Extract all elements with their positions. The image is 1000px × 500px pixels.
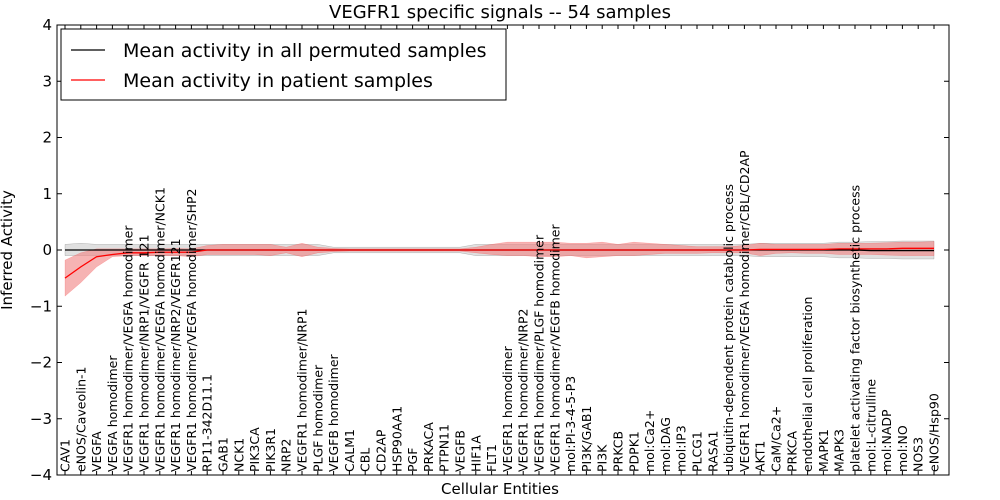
x-tick-label: VEGFR1 homodimer/VEGFA homodimer bbox=[121, 225, 136, 472]
x-tick-label: ubiquitin-dependent protein catabolic pr… bbox=[721, 184, 736, 472]
x-tick-label: PTPN11 bbox=[437, 424, 452, 472]
x-tick-label: PRKCA bbox=[784, 431, 799, 472]
x-tick-label: MAPK1 bbox=[816, 429, 831, 472]
x-tick-label: mol:L-citrulline bbox=[863, 379, 878, 472]
y-tick-label: −3 bbox=[30, 410, 52, 428]
x-tick-label: FLT1 bbox=[484, 444, 499, 472]
x-tick-label: VEGFR1 homodimer bbox=[500, 345, 515, 472]
x-tick-label: PI3K/GAB1 bbox=[579, 406, 594, 472]
y-tick-label: 4 bbox=[42, 16, 52, 34]
x-tick-label: PIK3CA bbox=[247, 427, 262, 472]
x-tick-label: VEGFR1 homodimer/NRP2 bbox=[516, 309, 531, 472]
x-tick-label: PIK3R1 bbox=[263, 428, 278, 472]
x-tick-label: mol:NADP bbox=[879, 409, 894, 472]
series-1-band bbox=[64, 241, 935, 297]
x-tick-label: NOS3 bbox=[911, 437, 926, 472]
x-tick-label: PI3K bbox=[595, 444, 610, 472]
x-tick-label: NRP2 bbox=[279, 438, 294, 472]
chart-title: VEGFR1 specific signals -- 54 samples bbox=[329, 2, 671, 23]
x-tick-label: MAPK3 bbox=[832, 429, 847, 472]
legend-label-patient: Mean activity in patient samples bbox=[123, 70, 433, 92]
x-tick-label: HSP90AA1 bbox=[389, 406, 404, 472]
x-tick-label: VEGFB bbox=[453, 430, 468, 472]
x-tick-label: PDPK1 bbox=[626, 431, 641, 472]
x-tick-label: VEGFR1 homodimer/NRP2/VEGFR121 bbox=[168, 238, 183, 472]
x-tick-label: HIF1A bbox=[468, 435, 483, 472]
series-1-line bbox=[64, 247, 934, 279]
x-tick-label: VEGFR1 homodimer/NRP1/VEGFR 121 bbox=[137, 234, 152, 472]
x-tick-label: eNOS/Caveolin-1 bbox=[73, 367, 88, 472]
y-tick-label: −4 bbox=[30, 466, 52, 484]
legend: Mean activity in all permuted samples Me… bbox=[60, 28, 507, 101]
x-tick-label: mol:IP3 bbox=[674, 425, 689, 472]
x-tick-label: GAB1 bbox=[216, 437, 231, 472]
x-tick-label: mol:NO bbox=[895, 425, 910, 472]
y-axis-label: Inferred Activity bbox=[0, 190, 16, 310]
y-tick-label: −2 bbox=[30, 354, 52, 372]
x-tick-label: VEGFA homodimer bbox=[105, 355, 120, 472]
x-tick-label: RP11-342D11.1 bbox=[200, 374, 215, 472]
legend-label-permuted: Mean activity in all permuted samples bbox=[123, 40, 486, 62]
y-tick-label: 3 bbox=[42, 72, 52, 90]
y-axis: −4 −3 −2 −1 0 1 2 3 4 bbox=[30, 16, 949, 484]
x-tick-label: platelet activating factor biosynthetic … bbox=[848, 185, 863, 472]
x-tick-label: CaM/Ca2+ bbox=[769, 406, 784, 472]
x-tick-label: endothelial cell proliferation bbox=[800, 297, 815, 472]
x-tick-label: PRKCB bbox=[611, 431, 626, 472]
x-tick-label: PRKACA bbox=[421, 422, 436, 472]
x-tick-label: VEGFR1 homodimer/PLGF homodimer bbox=[532, 234, 547, 472]
x-tick-label: VEGFB homodimer bbox=[326, 353, 341, 472]
series-lines bbox=[64, 247, 934, 279]
y-tick-label: 0 bbox=[42, 241, 52, 259]
x-tick-label: AKT1 bbox=[753, 441, 768, 472]
x-tick-label: VEGFR1 homodimer/VEGFB homodimer bbox=[547, 224, 562, 472]
legend-box bbox=[60, 28, 507, 101]
x-tick-label: VEGFA bbox=[89, 431, 104, 472]
x-tick-label: PGF bbox=[405, 448, 420, 472]
x-tick-label: CAV1 bbox=[58, 439, 73, 472]
x-tick-label: eNOS/Hsp90 bbox=[927, 393, 942, 472]
x-tick-label: mol:Ca2+ bbox=[642, 410, 657, 472]
y-tick-label: 2 bbox=[42, 129, 52, 147]
x-tick-label: CBL bbox=[358, 448, 373, 472]
x-tick-label: PLCG1 bbox=[690, 431, 705, 472]
x-tick-label: RASA1 bbox=[705, 431, 720, 472]
x-tick-label: NCK1 bbox=[231, 438, 246, 472]
x-tick-label: CALM1 bbox=[342, 429, 357, 472]
x-tick-label: PLGF homodimer bbox=[310, 364, 325, 472]
y-tick-label: −1 bbox=[30, 297, 52, 315]
x-tick-label: VEGFR1 homodimer/NRP1 bbox=[295, 309, 310, 472]
y-tick-label: 1 bbox=[42, 185, 52, 203]
x-axis: CAV1 eNOS/Caveolin-1 VEGFA VEGFA homodimer V… bbox=[58, 25, 942, 475]
x-tick-label: mol:PI-3-4-5-P3 bbox=[563, 376, 578, 472]
x-tick-label: VEGFR1 homodimer/VEGFA homodimer/NCK1 bbox=[152, 187, 167, 472]
x-tick-label: mol:DAG bbox=[658, 417, 673, 472]
x-tick-label: VEGFR1 homodimer/VEGFA homodimer/SHP2 bbox=[184, 188, 199, 472]
x-tick-label: CD2AP bbox=[374, 429, 389, 472]
x-axis-label: Cellular Entities bbox=[441, 480, 559, 498]
x-tick-label: VEGFR1 homodimer/VEGFA homodimer/CBL/CD2… bbox=[737, 150, 752, 472]
